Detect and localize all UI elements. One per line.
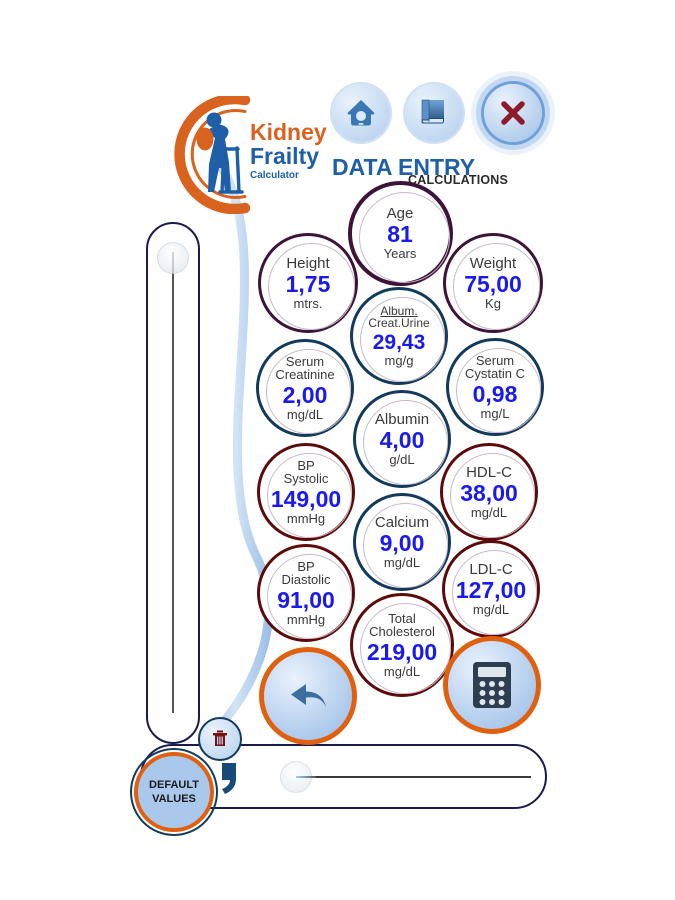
svg-text:Frailty: Frailty	[250, 143, 319, 169]
svg-text:Kidney: Kidney	[250, 119, 327, 145]
svg-text:Calculator: Calculator	[250, 170, 299, 181]
